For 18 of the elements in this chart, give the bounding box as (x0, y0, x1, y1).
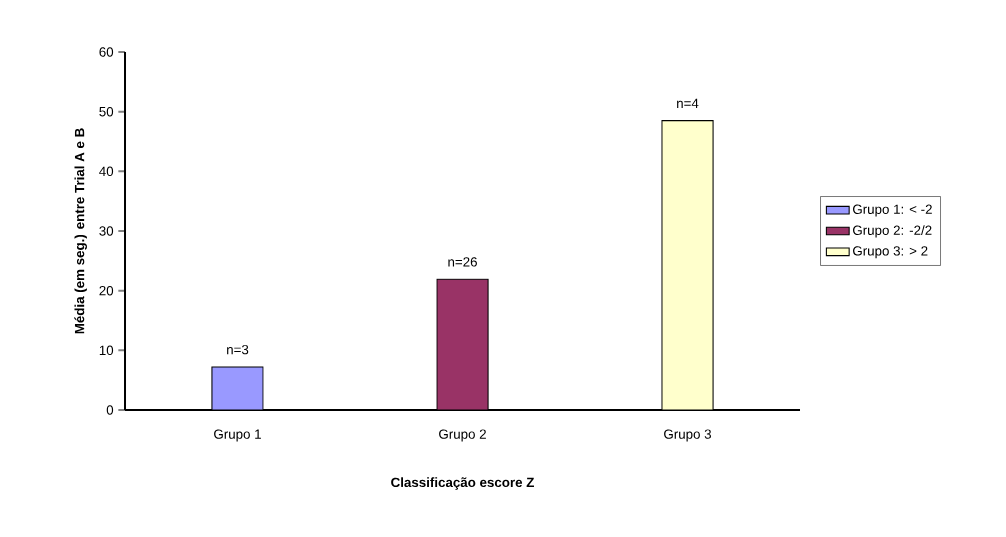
annotation: n=4 (677, 98, 699, 108)
y-tick-label: 20 (99, 285, 114, 296)
x-tick-label: Grupo 2 (439, 429, 486, 442)
y-axis-title: Média (em seg.) entre Trial A e B (74, 128, 87, 334)
y-tick-label: 0 (106, 405, 114, 415)
y-tick-label: 60 (99, 47, 114, 57)
x-axis-title: Classificação escore Z (391, 477, 534, 490)
x-tick-label: Grupo 3 (664, 429, 711, 442)
y-tick-label: 50 (99, 106, 114, 117)
x-tick-label: Grupo 1 (214, 429, 261, 442)
y-tick-label: 30 (99, 226, 114, 236)
y-tick-label: 10 (99, 345, 114, 356)
legend-label: Grupo 1: < -2 (853, 204, 932, 217)
legend-label: Grupo 2: -2/2 (853, 225, 932, 238)
legend-label: Grupo 3: > 2 (853, 246, 928, 259)
annotation: n=26 (448, 257, 477, 267)
annotation: n=3 (227, 344, 249, 355)
y-tick-label: 40 (99, 166, 114, 177)
